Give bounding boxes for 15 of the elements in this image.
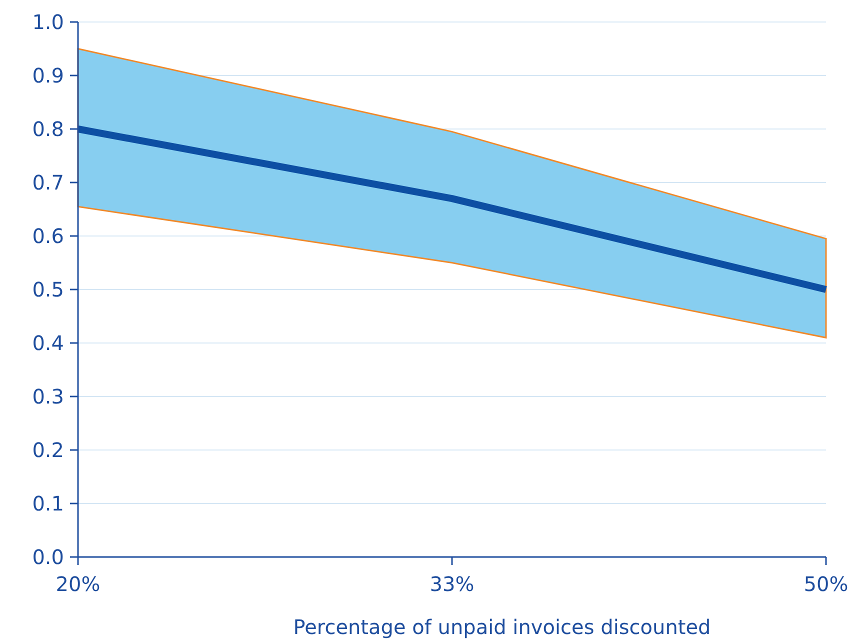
y-tick-label: 0.8 [32,117,64,141]
y-tick-label: 0.3 [32,384,64,408]
y-tick-label: 0.7 [32,170,64,194]
y-tick-label: 0.5 [32,278,64,302]
x-tick-label: 33% [430,572,474,596]
y-tick-label: 0.2 [32,438,64,462]
x-tick-label: 20% [56,572,100,596]
y-tick-label: 0.4 [32,331,64,355]
y-tick-label: 0.9 [32,64,64,88]
x-axis-title: Percentage of unpaid invoices discounted [293,615,711,639]
y-tick-label: 0.1 [32,492,64,516]
y-tick-label: 1.0 [32,10,64,34]
x-tick-label: 50% [804,572,848,596]
y-tick-label: 0.0 [32,545,64,569]
y-tick-label: 0.6 [32,224,64,248]
